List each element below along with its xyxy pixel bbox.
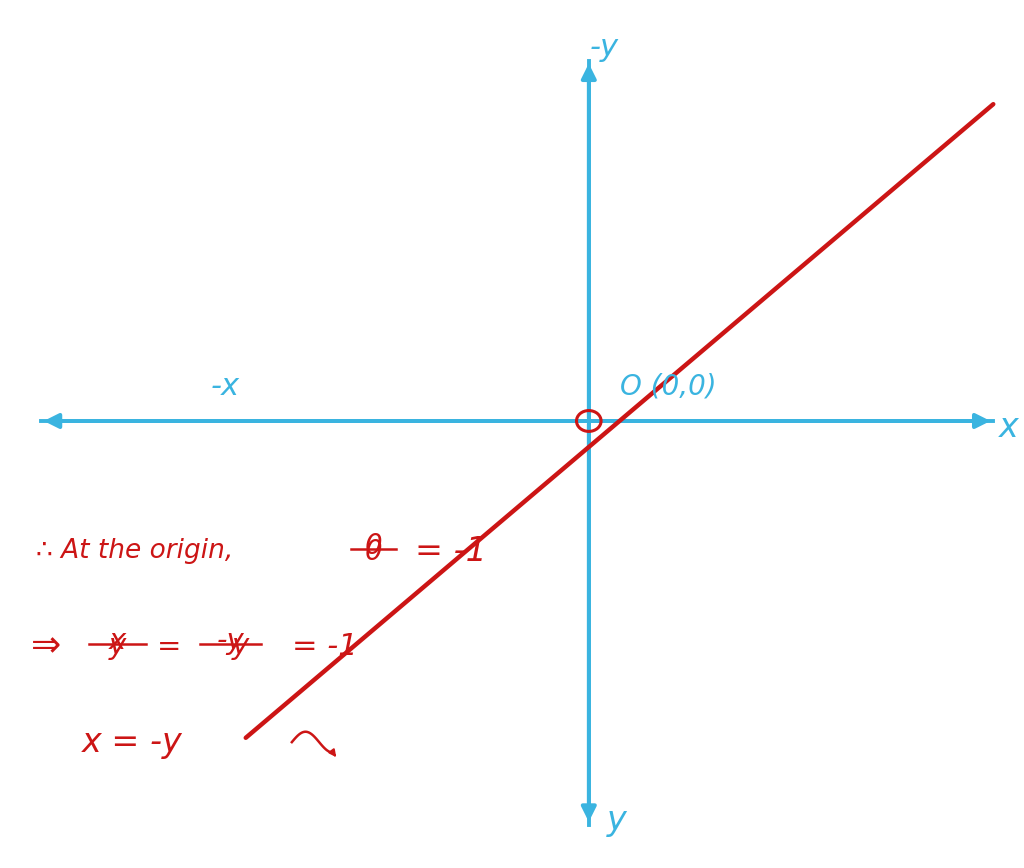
Text: ⇒: ⇒ xyxy=(31,629,61,664)
Text: =: = xyxy=(157,633,181,661)
Text: 0: 0 xyxy=(365,538,383,566)
Text: x: x xyxy=(998,411,1018,444)
Text: = -1: = -1 xyxy=(292,632,357,661)
Text: O (0,0): O (0,0) xyxy=(620,372,716,400)
Text: y: y xyxy=(110,632,126,660)
Text: -y: -y xyxy=(216,628,245,655)
Text: ∴ At the origin,: ∴ At the origin, xyxy=(36,538,233,564)
Text: 0: 0 xyxy=(365,532,383,560)
Text: -x: -x xyxy=(211,372,240,401)
Text: y: y xyxy=(232,632,249,660)
Text: x = -y: x = -y xyxy=(82,726,182,759)
Text: = -1: = -1 xyxy=(415,535,486,568)
Text: -y: -y xyxy=(590,33,618,62)
Text: y: y xyxy=(606,804,627,837)
Text: x: x xyxy=(110,628,126,655)
